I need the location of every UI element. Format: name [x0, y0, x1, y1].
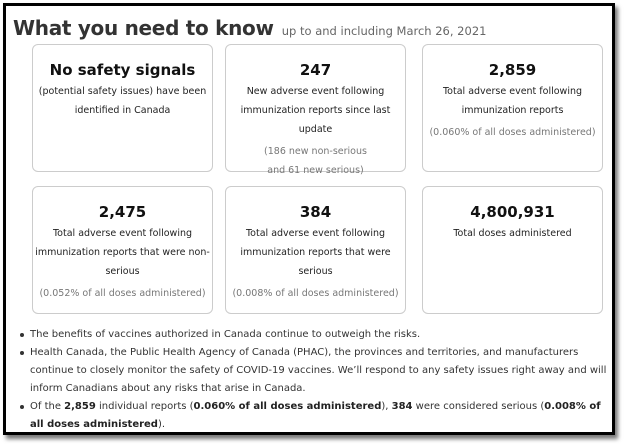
page-title: What you need to know up to and includin… — [13, 16, 486, 40]
card-headline: 2,859 — [488, 61, 537, 79]
card-headline: 4,800,931 — [470, 203, 555, 221]
card-description: Total adverse event following immunizati… — [240, 228, 391, 277]
text: ). — [157, 419, 166, 430]
card-note: (186 new non-serious and 61 new serious) — [264, 146, 367, 176]
card-description: New adverse event following immunization… — [240, 86, 391, 135]
card-description: Total adverse event following immunizati… — [442, 86, 583, 116]
list-item: Of the 2,859 individual reports (0.060% … — [18, 398, 608, 434]
bold-text: 384 — [391, 401, 413, 412]
card-headline: 384 — [299, 203, 332, 221]
card-total-reports: 2,859 Total adverse event following immu… — [422, 44, 603, 172]
card-safety-signals: No safety signals (potential safety issu… — [32, 44, 213, 172]
card-note: (0.052% of all doses administered) — [39, 288, 206, 299]
list-item: The benefits of vaccines authorized in C… — [18, 326, 608, 344]
card-non-serious: 2,475 Total adverse event following immu… — [32, 186, 213, 314]
card-total-doses: 4,800,931 Total doses administered — [422, 186, 603, 314]
text: Of the — [30, 401, 65, 412]
card-description: Total adverse event following immunizati… — [35, 228, 210, 277]
card-note: (0.008% of all doses administered) — [232, 288, 399, 299]
card-headline: 2,475 — [98, 203, 147, 221]
date-subtitle: up to and including March 26, 2021 — [281, 24, 487, 38]
bold-text: 2,859 — [64, 401, 96, 412]
card-description: Total doses administered — [453, 228, 572, 239]
text: individual reports ( — [95, 401, 194, 412]
card-new-reports: 247 New adverse event following immuniza… — [225, 44, 406, 176]
card-headline: 247 — [299, 61, 332, 79]
title-text: What you need to know — [13, 16, 274, 40]
key-points-list: The benefits of vaccines authorized in C… — [18, 326, 608, 434]
text: ), — [381, 401, 392, 412]
list-item: Health Canada, the Public Health Agency … — [18, 344, 608, 398]
bold-text: 0.008% of all doses administered — [30, 401, 601, 430]
info-panel: What you need to know up to and includin… — [3, 3, 615, 435]
bold-text: 0.060% of all doses administered — [193, 401, 382, 412]
card-note: (0.060% of all doses administered) — [429, 127, 596, 138]
card-description: (potential safety issues) have been iden… — [38, 86, 207, 116]
card-serious: 384 Total adverse event following immuni… — [225, 186, 406, 314]
text: were considered serious ( — [412, 401, 545, 412]
card-headline: No safety signals — [49, 61, 196, 79]
